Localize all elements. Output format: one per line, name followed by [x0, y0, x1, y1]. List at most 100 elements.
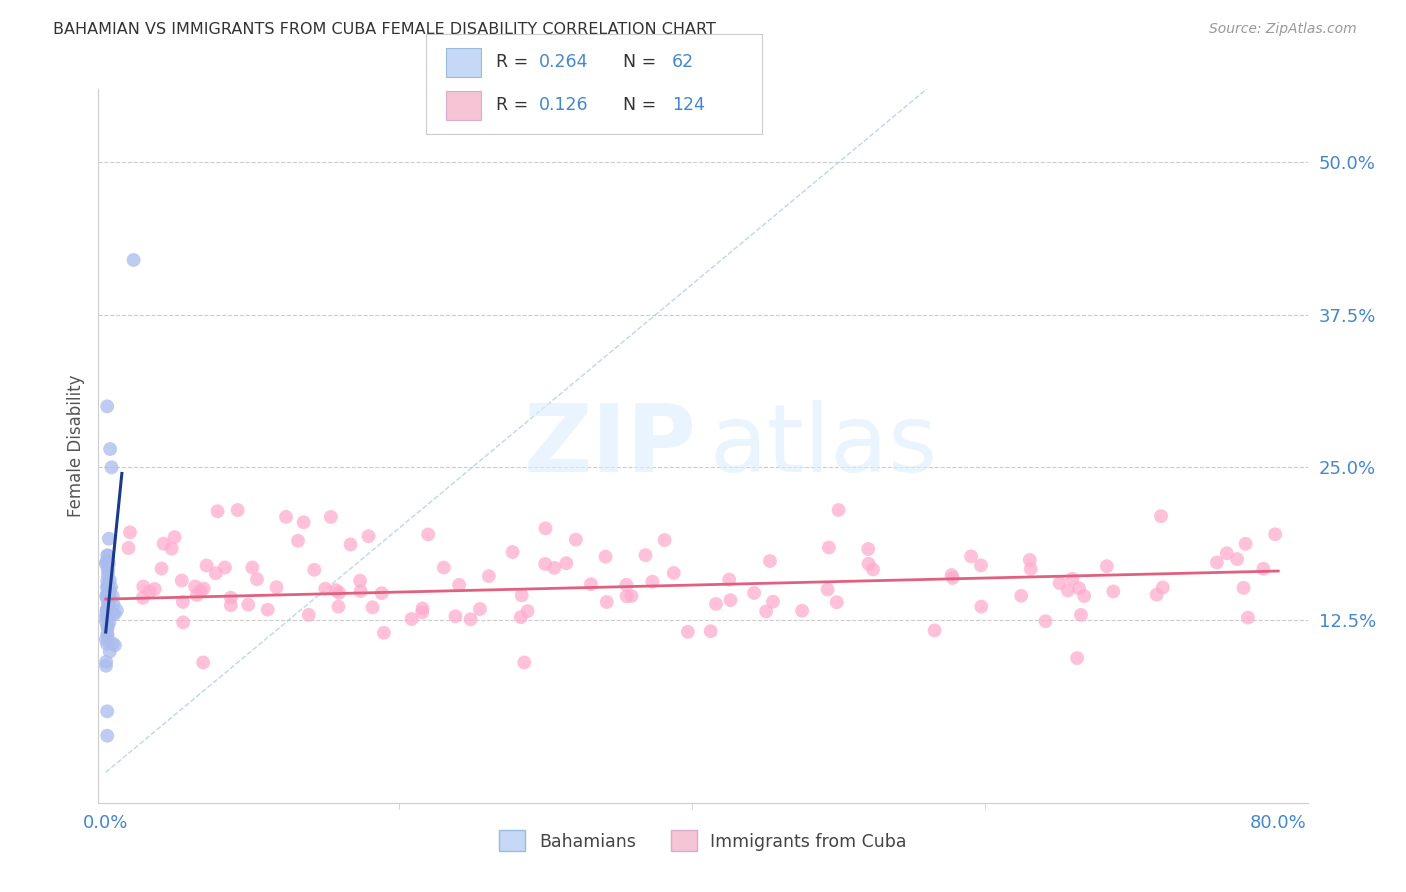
Point [256, 603, 278, 617]
Point [205, 566, 228, 581]
Point [1206, 556, 1229, 570]
Point [595, 549, 617, 564]
Point [246, 572, 269, 586]
Point [1146, 588, 1168, 602]
Point [510, 588, 533, 602]
Point [328, 586, 350, 600]
Point [105, 603, 128, 617]
Point [96, 589, 118, 603]
Point [862, 562, 884, 576]
Point [534, 521, 557, 535]
Point [98, 645, 121, 659]
Point [1253, 562, 1275, 576]
Point [94, 658, 117, 673]
Point [172, 615, 194, 630]
Point [941, 568, 963, 582]
Point [699, 624, 721, 639]
Point [96, 548, 118, 562]
Point [94, 615, 117, 629]
Point [1150, 509, 1173, 524]
Point [827, 503, 849, 517]
Point [122, 252, 145, 267]
Point [401, 612, 423, 626]
Point [143, 582, 166, 596]
Point [762, 595, 785, 609]
Point [818, 541, 841, 555]
Point [96, 627, 118, 641]
Point [817, 582, 839, 597]
Legend: Bahamians, Immigrants from Cuba: Bahamians, Immigrants from Cuba [492, 823, 914, 858]
Point [478, 569, 501, 583]
Point [184, 579, 207, 593]
Point [444, 609, 467, 624]
Point [433, 560, 456, 574]
Point [1019, 562, 1042, 576]
Text: 0.126: 0.126 [538, 96, 588, 114]
Point [97, 612, 120, 626]
Point [96, 607, 118, 621]
Point [759, 554, 782, 568]
Point [534, 557, 557, 571]
Point [104, 638, 127, 652]
Point [97, 578, 120, 592]
Y-axis label: Female Disability: Female Disability [66, 375, 84, 517]
Point [238, 598, 260, 612]
Text: R =: R = [496, 96, 529, 114]
Point [172, 595, 194, 609]
Point [96, 621, 118, 635]
Text: ZIP: ZIP [524, 400, 697, 492]
Point [960, 549, 983, 564]
Point [304, 563, 326, 577]
Point [449, 578, 471, 592]
Text: Source: ZipAtlas.com: Source: ZipAtlas.com [1209, 22, 1357, 37]
Point [96, 618, 118, 632]
Point [339, 537, 361, 551]
Point [460, 612, 482, 626]
Point [742, 586, 765, 600]
Point [1062, 572, 1084, 586]
Text: 0.264: 0.264 [538, 54, 588, 71]
Point [1095, 559, 1118, 574]
Point [370, 586, 392, 600]
Point [1066, 651, 1088, 665]
Text: R =: R = [496, 54, 529, 71]
Point [103, 597, 125, 611]
Point [97, 568, 120, 582]
Point [97, 581, 120, 595]
Point [509, 610, 531, 624]
Point [616, 589, 638, 603]
Point [101, 607, 124, 621]
Point [226, 503, 249, 517]
Point [97, 549, 120, 563]
Point [98, 583, 121, 598]
Point [117, 541, 139, 555]
Point [418, 527, 440, 541]
Point [924, 624, 946, 638]
Point [641, 574, 664, 589]
Point [970, 558, 993, 573]
Point [328, 599, 350, 614]
Point [1035, 614, 1057, 628]
Point [543, 561, 565, 575]
Point [96, 586, 118, 600]
Point [94, 557, 117, 571]
Point [662, 566, 685, 580]
Point [468, 602, 491, 616]
Point [96, 591, 118, 605]
Point [170, 574, 193, 588]
Point [1067, 581, 1090, 595]
Point [118, 525, 141, 540]
Point [190, 583, 212, 598]
Point [361, 600, 384, 615]
Point [970, 599, 993, 614]
Text: atlas: atlas [709, 400, 938, 492]
Point [298, 607, 321, 622]
Point [718, 573, 741, 587]
Point [98, 595, 121, 609]
Point [1010, 589, 1032, 603]
Point [96, 574, 118, 588]
Point [101, 589, 124, 603]
Point [96, 609, 118, 624]
Point [97, 555, 120, 569]
Point [274, 509, 297, 524]
